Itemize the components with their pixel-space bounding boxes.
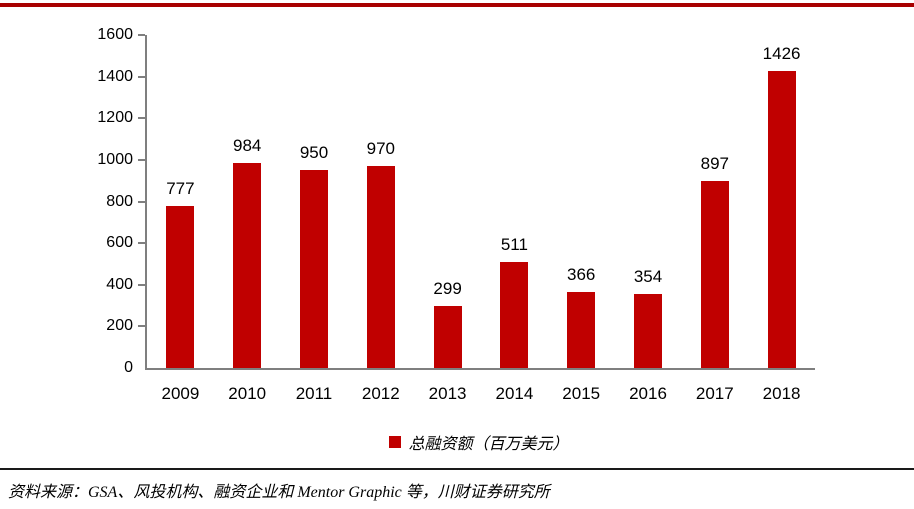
bar-2012 bbox=[366, 166, 395, 368]
y-tick-mark-1600 bbox=[138, 34, 145, 36]
bar-2009 bbox=[166, 206, 195, 368]
y-tick-label-1000: 1000 bbox=[97, 150, 133, 168]
y-tick-label-200: 200 bbox=[106, 317, 133, 335]
legend-label: 总融资额（百万美元） bbox=[408, 436, 569, 453]
x-tick-label-2017: 2017 bbox=[695, 384, 734, 403]
x-tick-label-2014: 2014 bbox=[495, 384, 534, 403]
value-label-2015: 366 bbox=[567, 265, 596, 284]
value-label-2010: 984 bbox=[233, 136, 262, 155]
y-tick-mark-400 bbox=[138, 283, 145, 286]
chart-legend: 总融资额（百万美元） bbox=[145, 430, 813, 454]
bar-2015 bbox=[567, 292, 596, 368]
value-label-2009: 777 bbox=[166, 179, 195, 198]
x-tick-label-2013: 2013 bbox=[428, 384, 467, 403]
y-tick-mark-1200 bbox=[138, 117, 145, 120]
x-tick-label-2009: 2009 bbox=[161, 384, 200, 403]
y-tick-mark-1000 bbox=[138, 158, 145, 161]
value-label-2018: 1426 bbox=[762, 44, 801, 63]
footer-divider-rule bbox=[0, 468, 914, 470]
bar-2011 bbox=[300, 170, 328, 368]
legend-square-icon bbox=[389, 436, 402, 448]
y-tick-mark-1400 bbox=[138, 75, 145, 78]
value-label-2016: 354 bbox=[633, 267, 663, 286]
value-label-2017: 897 bbox=[700, 154, 729, 173]
y-tick-label-400: 400 bbox=[106, 275, 133, 293]
y-tick-label-0: 0 bbox=[124, 359, 133, 376]
bar-2016 bbox=[634, 294, 662, 368]
title-divider-rule bbox=[0, 3, 914, 7]
y-tick-label-1400: 1400 bbox=[97, 67, 133, 85]
x-tick-label-2011: 2011 bbox=[295, 384, 333, 403]
x-tick-label-2010: 2010 bbox=[228, 384, 267, 403]
x-tick-label-2012: 2012 bbox=[361, 384, 400, 403]
bar-chart-plot-area: 0 200 400 600 800 1000 1200 1400 1600 777 2009 984 2… bbox=[97, 26, 815, 403]
source-note: 资料来源：GSA、风投机构、融资企业和 Mentor Graphic 等，川财证… bbox=[8, 484, 550, 501]
bar-2014 bbox=[500, 262, 529, 368]
y-tick-mark-200 bbox=[138, 325, 145, 328]
x-tick-label-2016: 2016 bbox=[629, 384, 667, 403]
y-tick-mark-800 bbox=[138, 200, 145, 203]
x-tick-label-2018: 2018 bbox=[762, 384, 801, 403]
value-label-2014: 511 bbox=[500, 235, 528, 254]
y-tick-label-1600: 1600 bbox=[97, 26, 133, 43]
y-tick-label-600: 600 bbox=[106, 234, 133, 252]
y-tick-mark-600 bbox=[138, 242, 145, 245]
y-tick-label-800: 800 bbox=[106, 192, 133, 210]
bar-2018 bbox=[767, 71, 796, 368]
value-label-2012: 970 bbox=[366, 139, 395, 158]
bar-2013 bbox=[433, 306, 462, 368]
x-tick-label-2015: 2015 bbox=[562, 384, 601, 403]
value-label-2013: 299 bbox=[433, 279, 462, 298]
bar-2010 bbox=[233, 163, 262, 368]
bar-2017 bbox=[700, 181, 729, 368]
y-tick-label-1200: 1200 bbox=[97, 109, 133, 127]
value-label-2011: 950 bbox=[299, 143, 329, 162]
